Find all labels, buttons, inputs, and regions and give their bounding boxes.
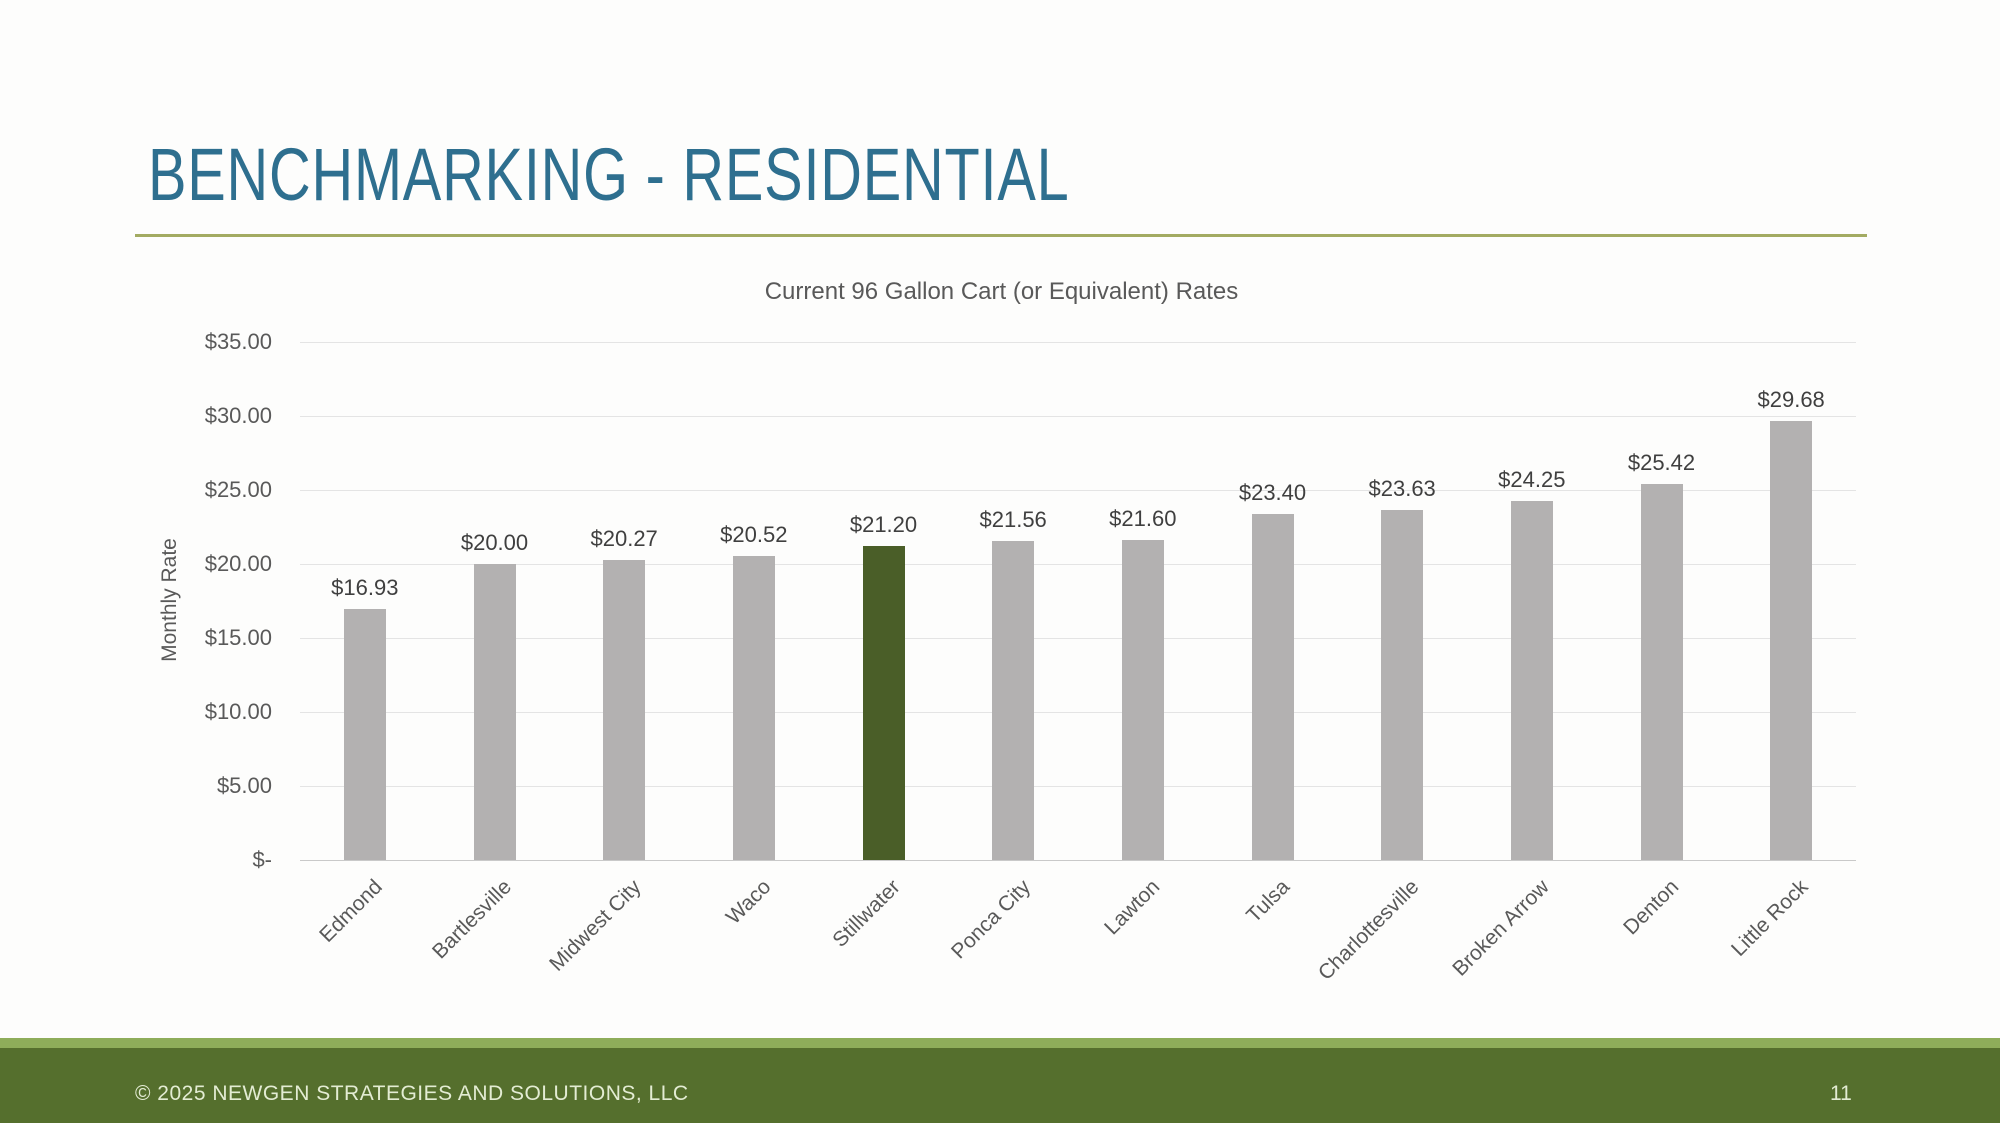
gridline: [300, 712, 1856, 713]
bar-bartlesville: [473, 564, 516, 860]
bar-broken-arrow: [1510, 501, 1553, 860]
bar-denton: [1640, 483, 1683, 860]
x-category-label: Ponca City: [946, 875, 1035, 964]
x-category-label: Edmond: [314, 875, 387, 947]
y-tick-label: $25.00: [204, 477, 272, 502]
x-category-label: Waco: [721, 875, 776, 929]
slide-title-text: BENCHMARKING - RESIDENTIAL: [148, 133, 1070, 216]
footer-accent-strip: [0, 1038, 2000, 1048]
bar-ponca-city: [992, 540, 1035, 860]
bar-little-rock: [1770, 420, 1813, 860]
x-category-label: Stillwater: [828, 875, 906, 952]
copyright-text: © 2025 NEWGEN STRATEGIES AND SOLUTIONS, …: [135, 1082, 689, 1105]
bar-lawton: [1121, 540, 1164, 860]
footer: © 2025 NEWGEN STRATEGIES AND SOLUTIONS, …: [0, 1048, 2000, 1123]
bar-value-label: $21.60: [1109, 506, 1177, 532]
x-category-label: Bartlesville: [427, 875, 517, 964]
x-category-label: Charlottesville: [1314, 875, 1424, 985]
page-number: 11: [1830, 1082, 1852, 1105]
x-category-label: Tulsa: [1242, 875, 1295, 928]
bar-charlottesville: [1381, 510, 1424, 860]
x-category-label: Broken Arrow: [1447, 875, 1554, 981]
y-tick-label: $10.00: [204, 699, 272, 724]
bar-value-label: $23.40: [1238, 479, 1307, 505]
y-tick-label: $30.00: [204, 403, 272, 428]
benchmark-bar-chart: Current 96 Gallon Cart (or Equivalent) R…: [135, 270, 1868, 1050]
slide-title: BENCHMARKING - RESIDENTIAL: [148, 138, 1329, 212]
bar-edmond: [343, 609, 386, 860]
gridline: [300, 416, 1856, 417]
y-tick-label: $35.00: [204, 329, 272, 354]
x-category-label: Denton: [1618, 875, 1684, 940]
x-category-label: Little Rock: [1727, 875, 1813, 961]
gridline: [300, 786, 1856, 787]
y-tick-label: $15.00: [204, 625, 272, 650]
gridline: [300, 564, 1856, 565]
gridline: [300, 490, 1856, 491]
title-underline: [135, 234, 1867, 237]
bar-value-label: $24.25: [1498, 467, 1566, 493]
bar-waco: [732, 556, 775, 860]
bar-value-label: $16.93: [331, 575, 399, 601]
bar-value-label: $21.56: [979, 506, 1047, 532]
bar-value-label: $20.00: [460, 530, 529, 555]
bar-value-label: $20.27: [590, 526, 658, 551]
bar-value-label: $25.42: [1627, 449, 1696, 475]
y-tick-label: $5.00: [216, 773, 272, 798]
x-axis-line: [300, 860, 1856, 861]
bar-stillwater: [862, 546, 905, 860]
y-tick-label: $-: [252, 847, 272, 872]
gridline: [300, 638, 1856, 639]
x-category-label: Lawton: [1100, 875, 1165, 940]
bar-value-label: $29.68: [1757, 386, 1825, 412]
bar-value-label: $23.63: [1368, 476, 1436, 502]
gridline: [300, 342, 1856, 343]
chart-title: Current 96 Gallon Cart (or Equivalent) R…: [764, 278, 1239, 305]
bar-value-label: $20.52: [720, 522, 788, 548]
bar-midwest-city: [603, 560, 646, 860]
x-category-label: Midwest City: [545, 875, 646, 976]
bar-value-label: $21.20: [849, 512, 918, 538]
y-tick-label: $20.00: [204, 551, 272, 576]
bar-tulsa: [1251, 513, 1294, 860]
